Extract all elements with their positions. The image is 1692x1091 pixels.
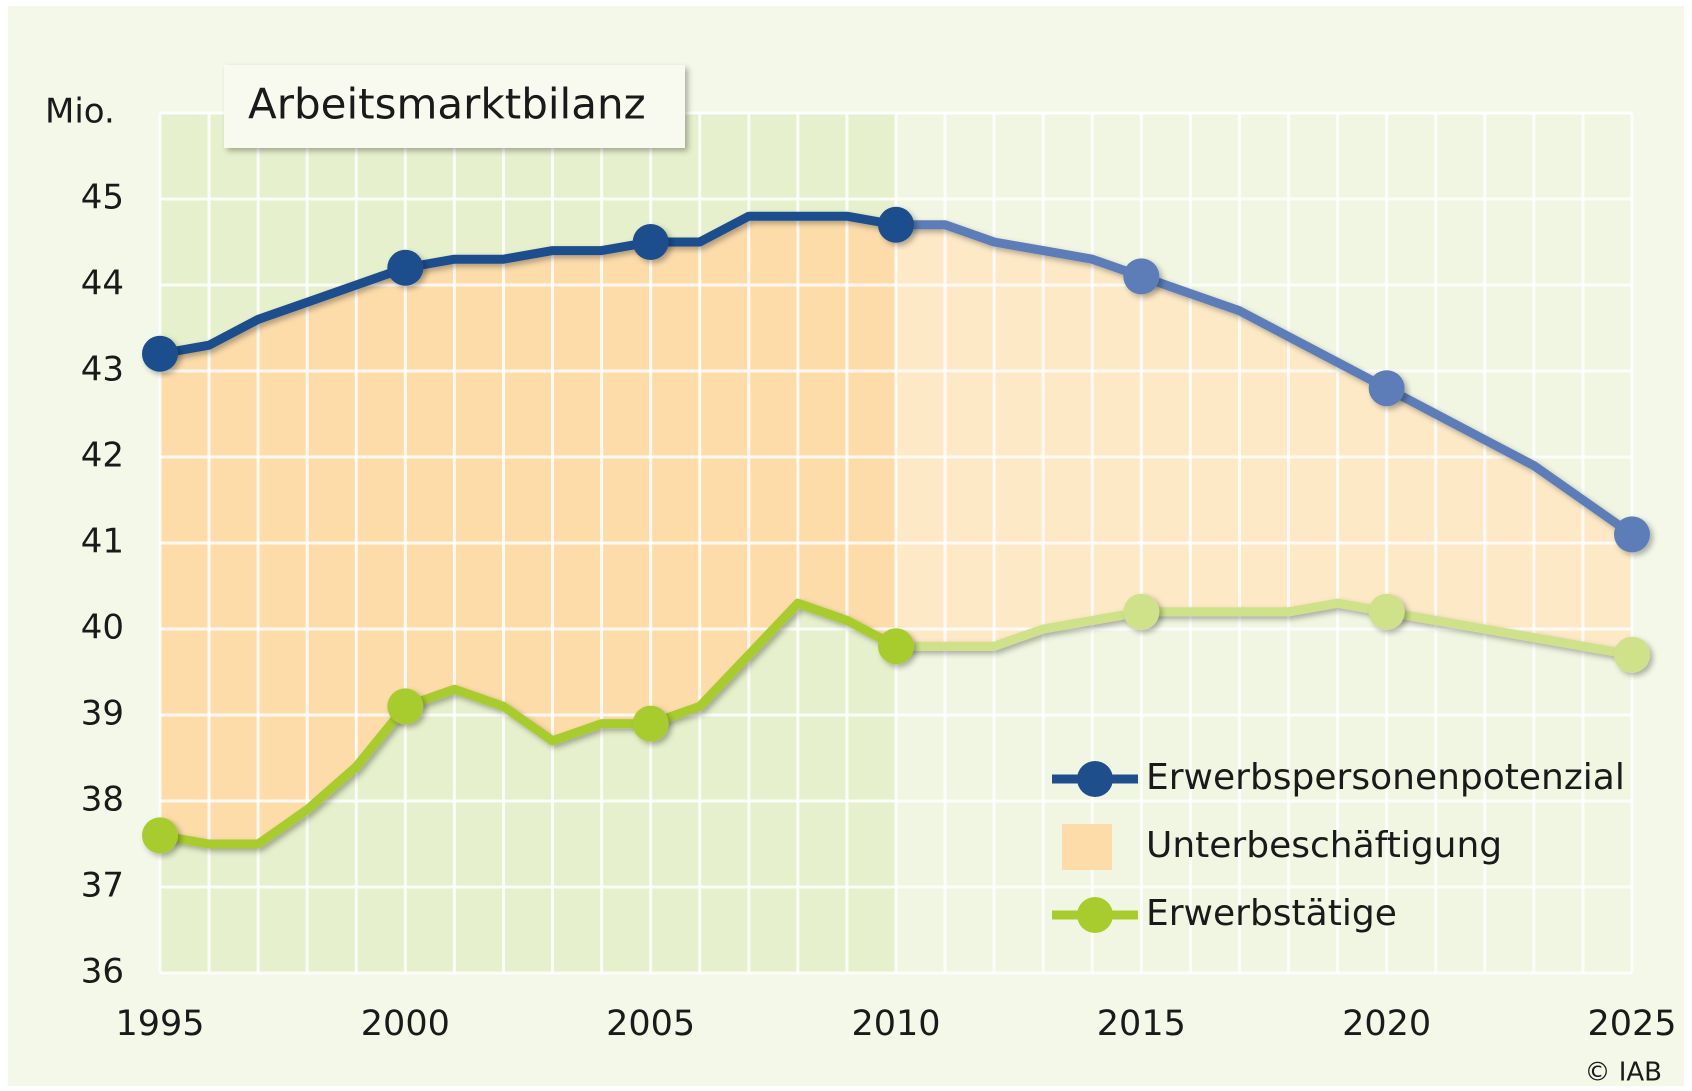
- point-marker: [1368, 370, 1405, 407]
- y-tick-label: 36: [81, 952, 124, 992]
- y-tick-label: 37: [81, 866, 124, 906]
- legend-label: Erwerbstätige: [1146, 893, 1397, 934]
- y-tick-label: 44: [81, 264, 124, 304]
- legend-marker: [1077, 761, 1113, 797]
- x-tick-label: 2015: [1097, 1004, 1186, 1044]
- x-tick-label: 1995: [115, 1004, 204, 1044]
- y-unit: Mio.: [45, 92, 115, 132]
- point-marker: [142, 335, 178, 372]
- point-marker: [878, 628, 914, 665]
- source: © IAB: [1584, 1058, 1662, 1088]
- legend-label: Erwerbspersonenpotenzial: [1146, 757, 1625, 798]
- y-tick-label: 40: [81, 608, 124, 648]
- point-marker: [1123, 258, 1160, 295]
- y-tick-label: 45: [81, 178, 124, 218]
- x-tick-label: 2010: [851, 1004, 940, 1044]
- x-tick-label: 2005: [606, 1004, 695, 1044]
- point-marker: [1614, 636, 1650, 673]
- x-tick-label: 2025: [1587, 1004, 1676, 1044]
- legend-marker: [1077, 897, 1113, 933]
- point-marker: [632, 224, 669, 260]
- y-tick-label: 38: [81, 780, 124, 820]
- point-marker: [1368, 593, 1405, 630]
- point-marker: [632, 705, 669, 742]
- y-tick-label: 39: [81, 694, 124, 734]
- legend-label: Unterbeschäftigung: [1146, 825, 1502, 866]
- point-marker: [878, 206, 914, 243]
- area-forecast: [896, 224, 1632, 655]
- point-marker: [142, 817, 178, 854]
- legend-swatch: [1062, 824, 1112, 870]
- point-marker: [1123, 593, 1160, 630]
- y-tick-label: 41: [81, 522, 124, 562]
- point-marker: [387, 688, 424, 725]
- point-marker: [387, 249, 424, 286]
- title-box: [224, 65, 685, 148]
- x-tick-label: 2020: [1342, 1004, 1431, 1044]
- point-marker: [1614, 516, 1650, 553]
- x-tick-label: 2000: [361, 1004, 450, 1044]
- chart-title: Arbeitsmarktbilanz: [248, 80, 646, 129]
- y-tick-label: 42: [81, 436, 124, 476]
- y-tick-label: 43: [81, 350, 124, 390]
